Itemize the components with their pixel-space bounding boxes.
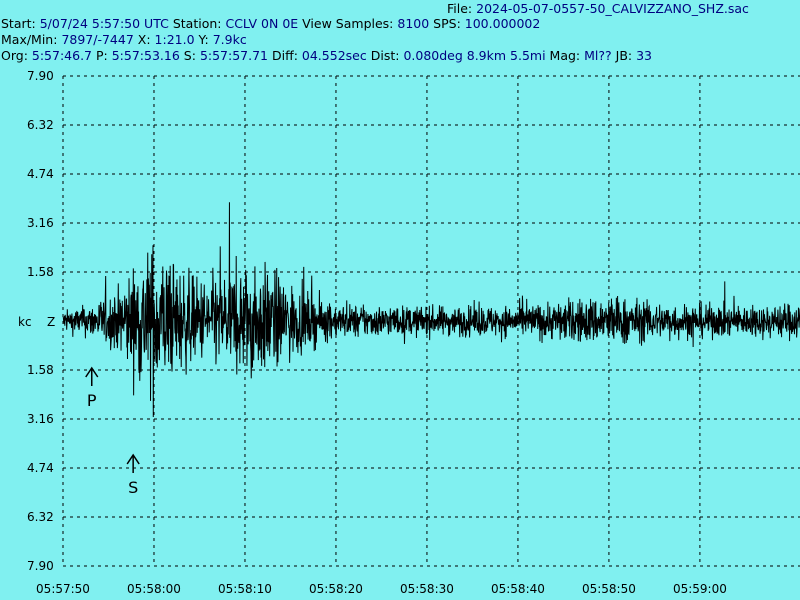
diff-label: Diff: bbox=[272, 48, 298, 63]
dist-label: Dist: bbox=[370, 48, 400, 63]
y-tick-label: 7.90 bbox=[27, 559, 54, 573]
sps-value: 100.000002 bbox=[464, 16, 541, 31]
x-tick-label: 05:58:40 bbox=[491, 582, 545, 596]
y-tick-label: 6.32 bbox=[27, 510, 54, 524]
y-tick-label: 1.58 bbox=[27, 265, 54, 279]
start-value: 5/07/24 5:57:50 UTC bbox=[39, 16, 169, 31]
maxmin-line: Max/Min: 7897/-7447 X: 1:21.0 Y: 7.9kc bbox=[1, 32, 247, 48]
file-line: File: 2024-05-07-0557-50_CALVIZZANO_SHZ.… bbox=[447, 1, 749, 17]
trace-group bbox=[62, 202, 800, 418]
diff-value: 04.552sec bbox=[301, 48, 367, 63]
unit-label: kc bbox=[18, 315, 32, 329]
jb-value: 33 bbox=[636, 48, 653, 63]
s-label: S: bbox=[183, 48, 196, 63]
waveform-trace bbox=[62, 202, 800, 418]
org-label: Org: bbox=[1, 48, 28, 63]
file-value: 2024-05-07-0557-50_CALVIZZANO_SHZ.sac bbox=[476, 1, 749, 16]
view-samples-value: 8100 bbox=[397, 16, 430, 31]
marker-label: P bbox=[87, 391, 97, 410]
dist-value: 0.080deg 8.9km 5.5mi bbox=[403, 48, 546, 63]
y-value: 7.9kc bbox=[212, 32, 247, 47]
sps-label: SPS: bbox=[433, 16, 461, 31]
x-value: 1:21.0 bbox=[154, 32, 195, 47]
mag-value: Ml?? bbox=[584, 48, 612, 63]
y-tick-label: 3.16 bbox=[27, 412, 54, 426]
start-label: Start: bbox=[1, 16, 36, 31]
file-label: File: bbox=[447, 1, 473, 16]
maxmin-value: 7897/-7447 bbox=[61, 32, 134, 47]
x-tick-label: 05:58:30 bbox=[400, 582, 454, 596]
y-tick-label: 1.58 bbox=[27, 363, 54, 377]
marker-arrow-icon bbox=[126, 453, 140, 465]
x-tick-label: 05:58:50 bbox=[582, 582, 636, 596]
marker-arrow-icon bbox=[85, 366, 99, 378]
station-label: Station: bbox=[172, 16, 222, 31]
jb-label: JB: bbox=[615, 48, 633, 63]
x-tick-label: 05:57:50 bbox=[36, 582, 90, 596]
x-label: X: bbox=[137, 32, 151, 47]
component-label: Z bbox=[47, 315, 55, 329]
y-tick-label: 4.74 bbox=[27, 461, 54, 475]
marker-p: P bbox=[85, 366, 99, 410]
marker-s: S bbox=[126, 453, 140, 497]
maxmin-label: Max/Min: bbox=[1, 32, 58, 47]
phase-markers: PS bbox=[85, 366, 140, 497]
y-tick-label: 3.16 bbox=[27, 216, 54, 230]
s-value: 5:57:57.71 bbox=[199, 48, 269, 63]
station-value: CCLV 0N 0E bbox=[225, 16, 299, 31]
y-axis: 7.90 6.32 4.74 3.16 1.58 1.58 3.16 4.74 6.32 7.90 bbox=[27, 69, 54, 573]
y-tick-label: 4.74 bbox=[27, 167, 54, 181]
org-value: 5:57:46.7 bbox=[31, 48, 93, 63]
p-value: 5:57:53.16 bbox=[111, 48, 180, 63]
x-tick-label: 05:58:00 bbox=[127, 582, 181, 596]
y-tick-label: 6.32 bbox=[27, 118, 54, 132]
x-tick-label: 05:58:10 bbox=[218, 582, 272, 596]
origin-line: Org: 5:57:46.7 P: 5:57:53.16 S: 5:57:57.… bbox=[1, 48, 652, 64]
p-label: P: bbox=[96, 48, 108, 63]
start-line: Start: 5/07/24 5:57:50 UTC Station: CCLV… bbox=[1, 16, 540, 32]
mag-label: Mag: bbox=[549, 48, 581, 63]
x-tick-label: 05:58:20 bbox=[309, 582, 363, 596]
view-samples-label: View Samples: bbox=[302, 16, 394, 31]
y-tick-label: 7.90 bbox=[27, 69, 54, 83]
marker-label: S bbox=[128, 478, 138, 497]
x-axis: 05:57:50 05:58:00 05:58:10 05:58:20 05:58:30… bbox=[36, 582, 727, 596]
y-label: Y: bbox=[198, 32, 209, 47]
x-tick-label: 05:59:00 bbox=[673, 582, 727, 596]
